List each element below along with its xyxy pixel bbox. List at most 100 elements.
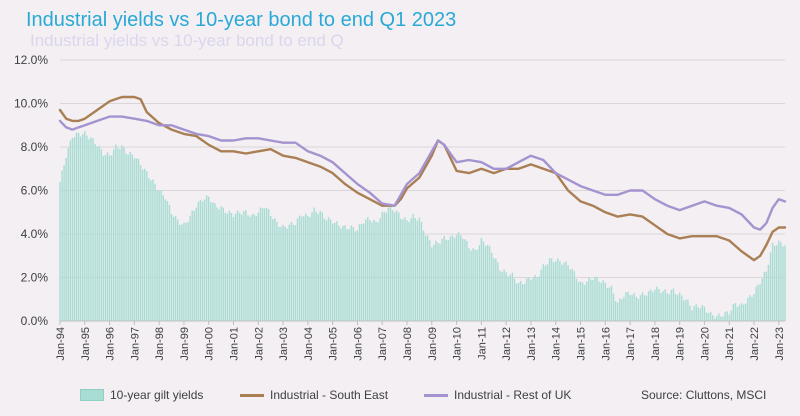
gilt-bar	[453, 237, 456, 321]
gilt-bar	[371, 222, 373, 321]
gilt-bar	[652, 291, 654, 321]
gilt-bar	[65, 158, 67, 321]
gilt-bar	[75, 132, 78, 321]
gilt-bar	[738, 304, 741, 321]
gilt-bar	[751, 296, 753, 321]
gilt-bar	[426, 235, 429, 321]
gilt-bar	[164, 199, 167, 321]
gilt-bar	[763, 272, 766, 321]
gilt-bar	[614, 301, 617, 321]
gilt-bar	[476, 249, 478, 321]
gilt-bar	[137, 158, 140, 321]
gilt-bar	[722, 316, 724, 321]
gilt-bar	[294, 225, 297, 321]
gilt-bar	[152, 179, 154, 321]
gilt-bar	[110, 155, 113, 321]
gilt-bar	[381, 211, 383, 321]
gilt-bar	[441, 238, 443, 321]
gilt-bar	[331, 223, 334, 321]
gilt-bar	[181, 224, 183, 321]
gilt-bar	[664, 289, 666, 321]
gilt-bar	[342, 225, 344, 321]
chart-title: Industrial yields vs 10-year bond to end…	[26, 9, 457, 31]
gilt-bar	[216, 207, 218, 321]
y-axis-ticks: 0.0% 2.0% 4.0% 6.0% 8.0% 10.0% 12.0%	[14, 53, 48, 328]
gilt-bar	[187, 222, 189, 321]
legend-label-south-east: Industrial - South East	[270, 388, 389, 402]
gilt-bar	[639, 295, 642, 321]
gilt-bar	[230, 213, 233, 321]
gilt-bar	[313, 207, 315, 321]
gilt-bar	[734, 303, 737, 321]
gilt-bar	[141, 169, 144, 321]
gilt-bar	[94, 144, 96, 321]
gilt-bar	[530, 279, 532, 321]
gilt-bar	[550, 258, 553, 321]
gilt-bar	[565, 261, 567, 321]
gilt-bar	[429, 240, 431, 321]
legend-swatch-south-east	[240, 393, 264, 397]
gilt-bar	[288, 224, 290, 321]
gilt-bar	[449, 236, 452, 321]
gilt-bar	[588, 277, 590, 321]
gilt-bar	[526, 278, 528, 321]
gilt-bar	[776, 245, 778, 321]
gilt-bar	[462, 238, 464, 321]
x-tick-label: Jan-95	[80, 327, 92, 361]
gridlines	[60, 59, 785, 278]
gilt-bar	[214, 203, 216, 321]
gilt-bar	[189, 215, 191, 321]
gilt-bar	[245, 210, 247, 321]
x-tick-label: Jan-23	[774, 327, 786, 361]
gilt-bar	[398, 212, 400, 321]
line-rest-of-uk	[58, 115, 787, 231]
gilt-bar	[637, 298, 640, 321]
gilt-bar	[445, 239, 447, 321]
gilt-bar	[346, 229, 348, 321]
gilt-bar	[255, 216, 257, 321]
gilt-bar	[623, 296, 625, 321]
gilt-bar	[117, 148, 119, 321]
gilt-bar	[129, 151, 131, 321]
gilt-bar	[208, 196, 210, 321]
gilt-bar	[300, 216, 303, 321]
gilt-bar	[753, 294, 755, 321]
y-tick-label: 12.0%	[14, 53, 48, 67]
gilt-bar	[156, 190, 158, 321]
gilt-bar	[563, 262, 565, 321]
gilt-bar	[579, 281, 582, 321]
gilt-bar	[474, 249, 476, 321]
gilt-bar	[327, 217, 330, 321]
gilt-bar	[317, 213, 319, 321]
gilt-bar	[228, 210, 231, 321]
gilt-bar	[513, 278, 516, 321]
gilt-bar	[102, 155, 105, 321]
gilt-bar	[660, 293, 662, 321]
gilt-bar	[393, 212, 396, 321]
gilt-bar	[670, 289, 673, 321]
gilt-bar	[552, 262, 555, 321]
gilt-bar	[447, 240, 450, 321]
gilt-bar	[265, 207, 268, 321]
gilt-bar	[315, 211, 317, 321]
line-south-east	[58, 95, 787, 262]
gilt-bar	[247, 215, 249, 321]
gilt-bar	[484, 246, 487, 321]
gilt-bar	[92, 138, 94, 321]
gilt-bar	[158, 190, 160, 321]
gilt-bar	[555, 261, 557, 321]
x-tick-label: Jan-10	[452, 327, 464, 361]
gilt-bar	[745, 303, 747, 321]
gilt-bar	[536, 277, 538, 321]
gilt-bar	[154, 183, 156, 321]
gilt-bar	[375, 221, 377, 321]
gilt-bar	[472, 248, 474, 321]
series-lines	[58, 95, 787, 262]
gilt-bar	[443, 236, 445, 321]
gilt-bar	[581, 282, 584, 321]
x-tick-label: Jan-17	[625, 327, 637, 361]
gilt-bar	[106, 152, 109, 321]
gilt-bar	[298, 215, 301, 321]
gilt-bar	[431, 247, 433, 321]
gilt-bar	[521, 284, 524, 321]
